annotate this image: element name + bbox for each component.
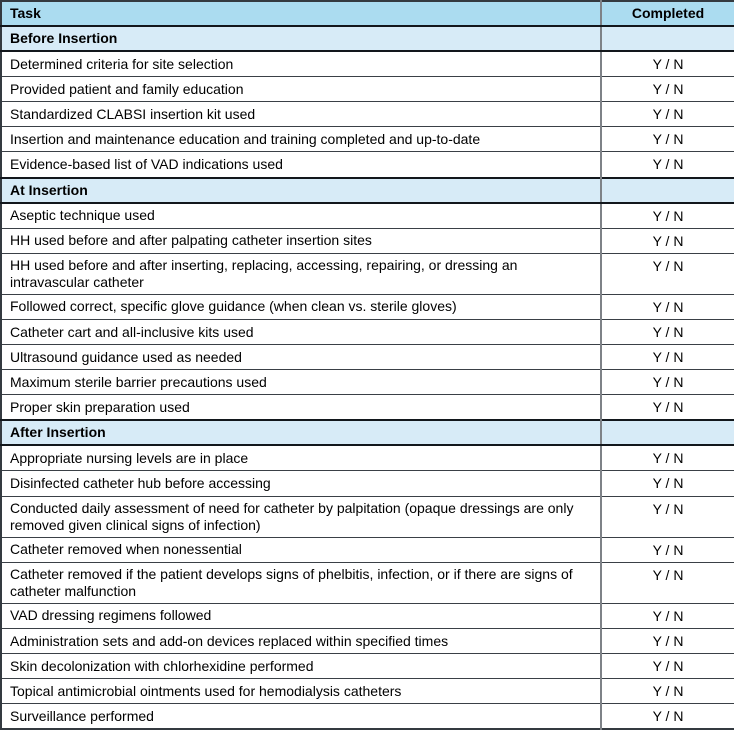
- completed-value: Y / N: [601, 344, 734, 370]
- task-row: Ultrasound guidance used as needed Y / N: [1, 344, 734, 370]
- section-row: At Insertion: [1, 176, 734, 204]
- completed-value: Y / N: [601, 319, 734, 345]
- task-label: HH used before and after palpating cathe…: [1, 227, 602, 254]
- task-label: Aseptic technique used: [1, 202, 602, 229]
- task-label: HH used before and after inserting, repl…: [1, 252, 602, 295]
- task-row: Provided patient and family education Y /…: [1, 76, 734, 102]
- task-row: Proper skin preparation used Y / N: [1, 394, 734, 421]
- section-title: After Insertion: [1, 419, 602, 447]
- completed-value: Y / N: [601, 293, 734, 320]
- task-row: Insertion and maintenance education and …: [1, 126, 734, 152]
- task-row: Followed correct, specific glove guidanc…: [1, 293, 734, 320]
- task-label: Evidence-based list of VAD indications u…: [1, 151, 602, 178]
- section-completed-cell: [601, 25, 734, 53]
- section-title: Before Insertion: [1, 25, 602, 53]
- task-column-header: Task: [1, 1, 602, 28]
- completed-column-header: Completed: [601, 1, 734, 28]
- task-row: Evidence-based list of VAD indications u…: [1, 151, 734, 178]
- task-row: Aseptic technique used Y / N: [1, 202, 734, 229]
- header-row: Task Completed: [1, 1, 734, 28]
- completed-value: Y / N: [601, 151, 734, 178]
- completed-value: Y / N: [601, 126, 734, 152]
- task-row: Appropriate nursing levels are in place Y…: [1, 444, 734, 471]
- task-label: Proper skin preparation used: [1, 394, 602, 421]
- completed-value: Y / N: [601, 470, 734, 497]
- task-label: Administration sets and add-on devices r…: [1, 628, 602, 654]
- task-label: VAD dressing regimens followed: [1, 602, 602, 629]
- completed-value: Y / N: [601, 678, 734, 704]
- task-label: Catheter removed when nonessential: [1, 536, 602, 563]
- task-label: Followed correct, specific glove guidanc…: [1, 293, 602, 320]
- task-label: Maximum sterile barrier precautions used: [1, 369, 602, 395]
- section-completed-cell: [601, 176, 734, 204]
- task-label: Conducted daily assessment of need for c…: [1, 495, 602, 538]
- completed-value: Y / N: [601, 252, 734, 295]
- completed-value: Y / N: [601, 653, 734, 679]
- task-row: HH used before and after palpating cathe…: [1, 227, 734, 254]
- task-row: Maximum sterile barrier precautions used…: [1, 369, 734, 395]
- completed-value: Y / N: [601, 369, 734, 395]
- task-row: VAD dressing regimens followed Y / N: [1, 602, 734, 629]
- completed-value: Y / N: [601, 561, 734, 604]
- task-row: Disinfected catheter hub before accessin…: [1, 470, 734, 497]
- task-label: Appropriate nursing levels are in place: [1, 444, 602, 471]
- task-label: Standardized CLABSI insertion kit used: [1, 101, 602, 127]
- task-row: HH used before and after inserting, repl…: [1, 252, 734, 295]
- task-label: Ultrasound guidance used as needed: [1, 344, 602, 370]
- section-title: At Insertion: [1, 176, 602, 204]
- task-label: Insertion and maintenance education and …: [1, 126, 602, 152]
- task-row: Skin decolonization with chlorhexidine p…: [1, 653, 734, 679]
- completed-value: Y / N: [601, 227, 734, 254]
- task-row: Catheter removed if the patient develops…: [1, 561, 734, 604]
- completed-value: Y / N: [601, 76, 734, 102]
- completed-value: Y / N: [601, 50, 734, 77]
- task-label: Catheter cart and all-inclusive kits use…: [1, 319, 602, 345]
- task-row: Standardized CLABSI insertion kit used Y …: [1, 101, 734, 127]
- task-label: Provided patient and family education: [1, 76, 602, 102]
- task-row: Catheter removed when nonessential Y / N: [1, 536, 734, 563]
- task-label: Surveillance performed: [1, 703, 602, 730]
- completed-value: Y / N: [601, 602, 734, 629]
- completed-value: Y / N: [601, 536, 734, 563]
- task-row: Determined criteria for site selection Y …: [1, 50, 734, 77]
- completed-value: Y / N: [601, 495, 734, 538]
- completed-value: Y / N: [601, 394, 734, 421]
- completed-value: Y / N: [601, 703, 734, 730]
- task-label: Catheter removed if the patient develops…: [1, 561, 602, 604]
- task-row: Surveillance performed Y / N: [1, 703, 734, 730]
- section-completed-cell: [601, 419, 734, 447]
- section-row: Before Insertion: [1, 25, 734, 53]
- task-row: Catheter cart and all-inclusive kits use…: [1, 319, 734, 345]
- completed-value: Y / N: [601, 628, 734, 654]
- task-label: Skin decolonization with chlorhexidine p…: [1, 653, 602, 679]
- task-row: Administration sets and add-on devices r…: [1, 628, 734, 654]
- task-label: Determined criteria for site selection: [1, 50, 602, 77]
- task-label: Topical antimicrobial ointments used for…: [1, 678, 602, 704]
- completed-value: Y / N: [601, 101, 734, 127]
- completed-value: Y / N: [601, 444, 734, 471]
- task-row: Topical antimicrobial ointments used for…: [1, 678, 734, 704]
- task-label: Disinfected catheter hub before accessin…: [1, 470, 602, 497]
- section-row: After Insertion: [1, 419, 734, 447]
- completed-value: Y / N: [601, 202, 734, 229]
- task-row: Conducted daily assessment of need for c…: [1, 495, 734, 538]
